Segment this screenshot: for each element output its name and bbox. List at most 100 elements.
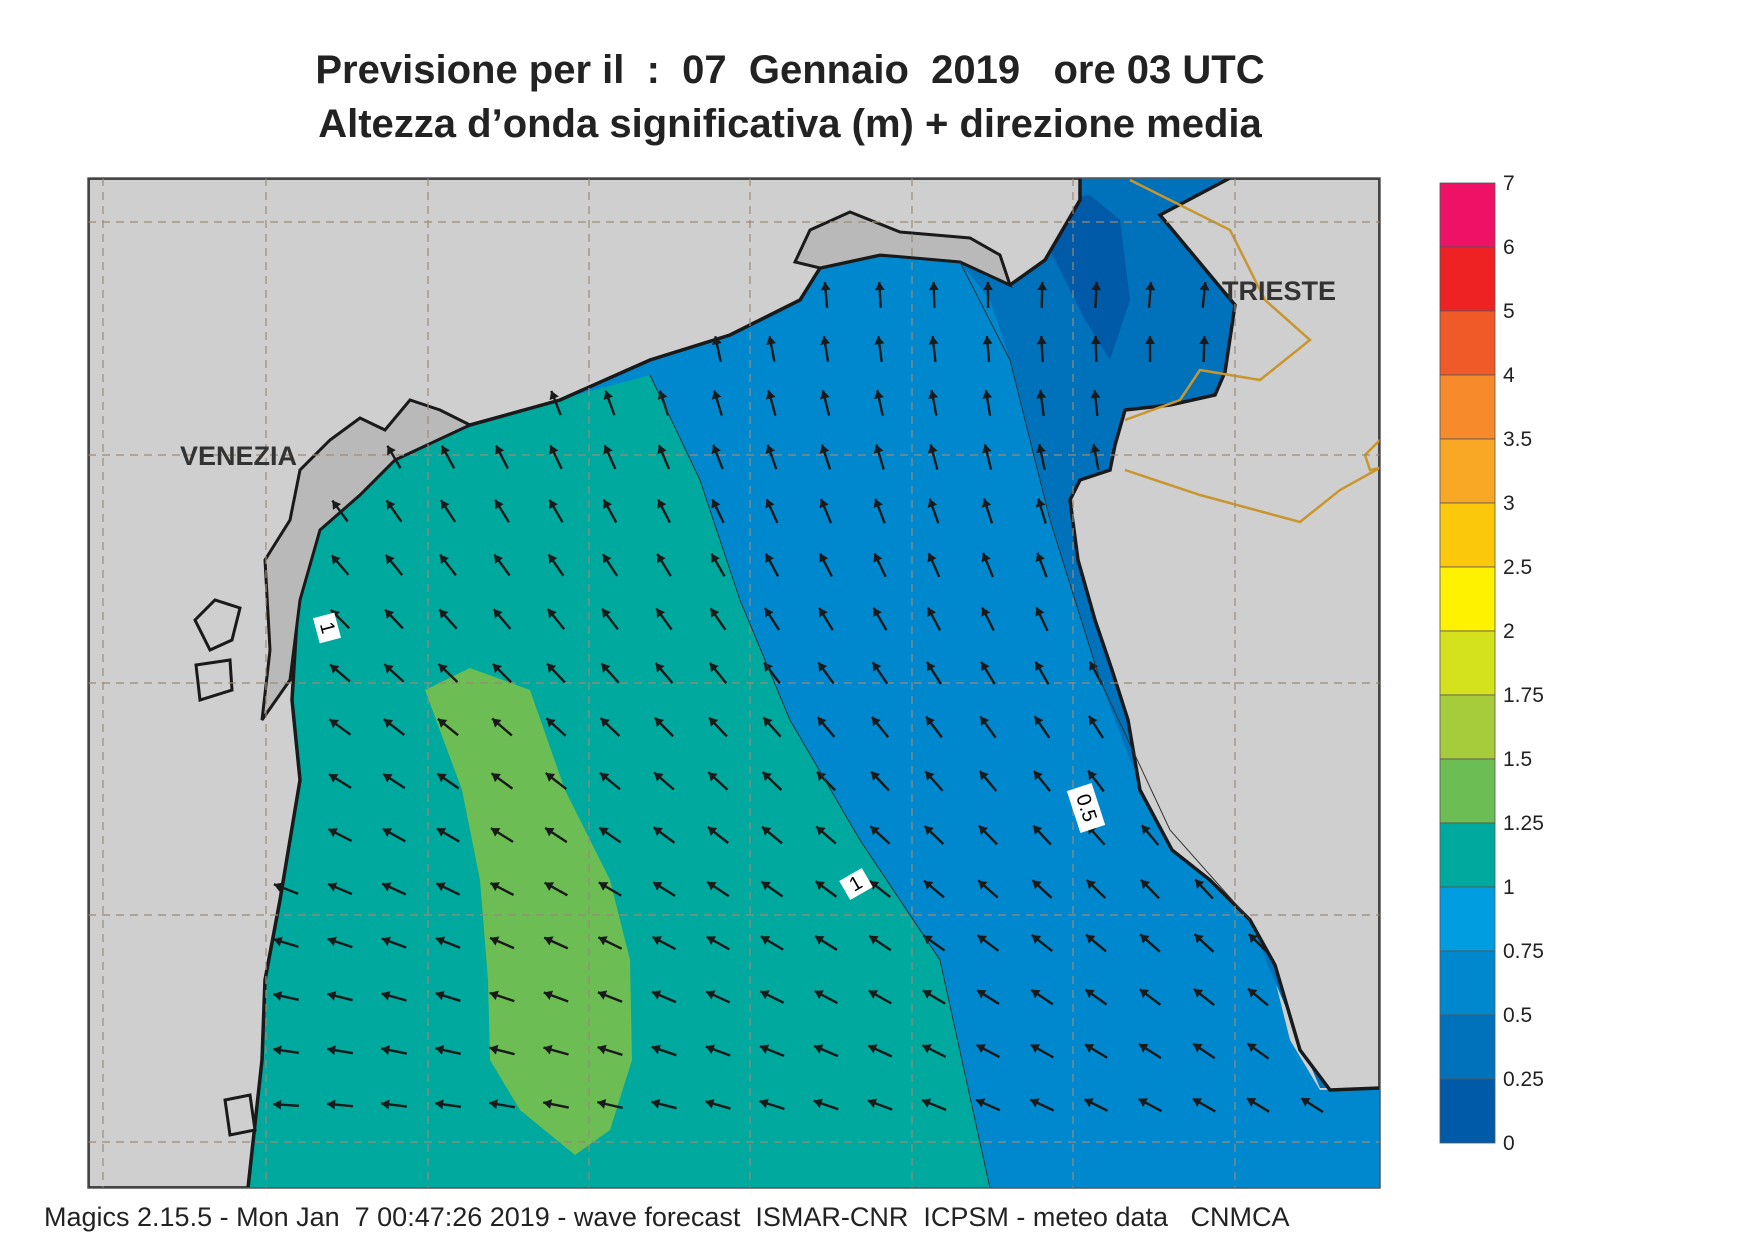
wave-direction-arrow-icon xyxy=(382,718,406,736)
wave-direction-arrow-icon xyxy=(923,825,945,845)
wave-direction-arrow-icon xyxy=(708,716,728,738)
wave-direction-arrow-icon xyxy=(597,990,623,1003)
wave-direction-arrow-icon xyxy=(870,770,890,792)
wave-direction-arrow-icon xyxy=(765,444,778,470)
wave-direction-arrow-icon xyxy=(928,390,938,416)
wave-direction-arrow-icon xyxy=(867,1044,893,1058)
wave-direction-arrow-icon xyxy=(925,715,943,739)
po-delta xyxy=(223,1093,257,1137)
wave-direction-arrow-icon xyxy=(1145,281,1156,309)
wave-direction-arrow-icon xyxy=(762,716,782,738)
wave-direction-arrow-icon xyxy=(766,336,776,362)
wave-direction-arrow-icon xyxy=(489,881,515,897)
wave-direction-arrow-icon xyxy=(813,1098,839,1111)
wave-direction-arrow-icon xyxy=(492,608,512,630)
wave-direction-arrows xyxy=(272,281,1324,1114)
contour-0.5-line xyxy=(959,261,1251,921)
wave-direction-arrow-icon xyxy=(273,991,299,1001)
wave-direction-arrow-icon xyxy=(874,390,884,416)
wave-direction-arrow-icon xyxy=(874,335,885,363)
wave-direction-arrow-icon xyxy=(711,390,723,416)
legend-tick-label: 1.5 xyxy=(1503,748,1532,771)
wave-direction-arrow-icon xyxy=(381,1045,407,1055)
map-area xyxy=(88,178,1380,1188)
wave-direction-arrow-icon xyxy=(928,335,939,363)
wave-direction-arrow-icon xyxy=(1032,770,1052,792)
wave-direction-arrow-icon xyxy=(435,1045,461,1056)
wave-direction-arrow-icon xyxy=(386,445,402,469)
legend-swatch xyxy=(1439,566,1496,632)
legend-swatch xyxy=(1439,630,1496,696)
wave-direction-arrow-icon xyxy=(873,498,886,524)
wave-direction-arrow-icon xyxy=(761,825,783,845)
legend-tick-label: 0.25 xyxy=(1503,1068,1544,1091)
wave-direction-arrow-icon xyxy=(546,662,566,684)
wave-direction-arrow-icon xyxy=(928,281,939,309)
wave-direction-arrow-icon xyxy=(981,606,995,632)
wave-direction-arrow-icon xyxy=(927,498,940,524)
contour-label: 0.5 xyxy=(1066,783,1106,833)
wave-direction-arrow-icon xyxy=(543,1044,569,1056)
wave-direction-arrow-icon xyxy=(548,499,564,523)
wave-direction-arrow-icon xyxy=(1140,878,1160,900)
wave-direction-arrow-icon xyxy=(543,1099,569,1109)
wave-direction-arrow-icon xyxy=(327,990,353,1002)
wave-direction-arrow-icon xyxy=(976,989,1000,1005)
wave-direction-arrow-icon xyxy=(813,989,839,1005)
wave-direction-arrow-icon xyxy=(655,607,673,631)
wave-direction-arrow-icon xyxy=(981,444,993,470)
wave-direction-arrow-icon xyxy=(597,1099,623,1110)
wave-direction-arrow-icon xyxy=(597,936,623,950)
wave-direction-arrow-icon xyxy=(1193,987,1215,1007)
wave-direction-arrow-icon xyxy=(924,770,944,792)
legend-swatch xyxy=(1439,886,1496,952)
wave-direction-arrow-icon xyxy=(491,662,513,684)
legend-swatch xyxy=(1439,310,1496,376)
legend-tick-label: 1.25 xyxy=(1503,812,1544,835)
wave-direction-arrow-icon xyxy=(1034,661,1050,685)
wave-direction-arrow-icon xyxy=(329,663,351,683)
legend-tick-label: 0.75 xyxy=(1503,940,1544,963)
wave-direction-arrow-icon xyxy=(384,608,404,630)
wave-direction-arrow-icon xyxy=(1144,335,1155,363)
wave-direction-arrow-icon xyxy=(869,880,891,898)
legend-tick-label: 3.5 xyxy=(1503,428,1532,451)
wave-direction-arrow-icon xyxy=(385,499,403,523)
wave-direction-arrow-icon xyxy=(1031,879,1053,899)
wave-direction-arrow-icon xyxy=(707,826,729,844)
wave-direction-arrow-icon xyxy=(602,499,618,523)
wave-direction-arrow-icon xyxy=(654,662,674,684)
wave-direction-arrow-icon xyxy=(435,936,461,949)
legend-tick-label: 0.5 xyxy=(1503,1004,1532,1027)
wave-direction-arrow-icon xyxy=(1035,498,1047,524)
wave-direction-arrow-icon xyxy=(981,498,994,524)
wave-direction-arrow-icon xyxy=(978,770,998,792)
wave-direction-arrow-icon xyxy=(327,936,353,949)
wave-direction-arrow-icon xyxy=(764,552,780,578)
country-border xyxy=(1124,178,1312,422)
contour-label: 1 xyxy=(839,867,873,901)
legend-swatch xyxy=(1439,246,1496,312)
wave-direction-arrow-icon xyxy=(438,608,458,630)
wave-direction-arrow-icon xyxy=(437,663,459,683)
wave-direction-arrow-icon xyxy=(868,934,892,952)
wave-direction-arrow-icon xyxy=(1139,933,1161,953)
wave-direction-arrow-icon xyxy=(651,1044,677,1057)
wave-direction-arrow-icon xyxy=(603,444,617,470)
wave-direction-arrow-icon xyxy=(870,716,890,738)
wave-direction-arrow-icon xyxy=(706,880,730,898)
wave-direction-arrow-icon xyxy=(979,715,997,739)
sea-band-1 xyxy=(248,375,990,1188)
wave-direction-arrow-icon xyxy=(710,553,726,577)
legend-swatch xyxy=(1439,822,1496,888)
wave-direction-arrow-icon xyxy=(273,882,299,895)
wave-direction-arrow-icon xyxy=(869,825,891,845)
wave-direction-arrow-icon xyxy=(382,772,406,790)
wave-direction-arrow-icon xyxy=(814,880,838,898)
country-border xyxy=(1363,439,1380,472)
wave-direction-arrow-icon xyxy=(873,444,885,470)
legend-tick-label: 2 xyxy=(1503,620,1515,643)
wave-direction-arrow-icon xyxy=(817,661,835,685)
wave-direction-arrow-icon xyxy=(1037,281,1048,309)
wave-direction-arrow-icon xyxy=(873,552,887,578)
